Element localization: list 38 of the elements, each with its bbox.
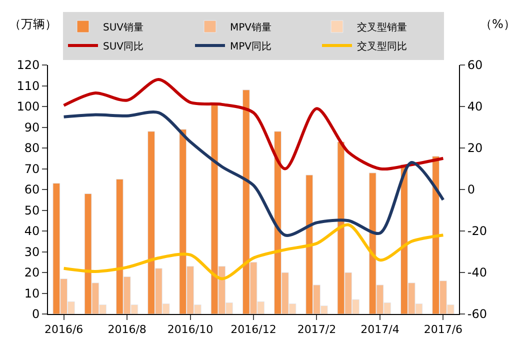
y-tick-label: 50: [24, 203, 40, 218]
y-tick-label: 10: [24, 286, 40, 300]
y-tick-label: 80: [24, 141, 40, 156]
y-axis-title: （万辆）: [9, 17, 57, 31]
legend-label: MPV同比: [230, 40, 272, 52]
y-tick-label: 0: [32, 307, 40, 322]
y2-tick-label: 40: [467, 100, 483, 114]
line-series: [62, 110, 445, 237]
y2-tick-label: -20: [467, 224, 488, 238]
y2-axis-title: （%）: [480, 17, 516, 31]
x-tick-label: 2016/6: [44, 323, 84, 336]
y-tick-label: 70: [24, 162, 40, 176]
y-tick-label: 90: [24, 120, 40, 134]
y2-tick-label: -40: [467, 266, 488, 280]
y2-tick-label: 60: [467, 58, 483, 72]
legend-label: SUV同比: [103, 40, 144, 52]
y-tick-label: 110: [16, 78, 40, 93]
y-tick-label: 100: [16, 100, 40, 114]
x-tick-label: 2017/2: [297, 323, 336, 336]
y2-tick-label: -60: [467, 307, 488, 322]
legend-label: SUV销量: [103, 22, 144, 34]
y-tick-label: 60: [24, 182, 40, 197]
x-tick-label: 2016/12: [230, 323, 276, 336]
y-tick-label: 120: [16, 58, 40, 72]
x-tick-label: 2016/10: [167, 323, 214, 336]
y-tick-label: 20: [24, 266, 40, 280]
legend-label: MPV销量: [230, 22, 272, 34]
x-tick-label: 2016/8: [108, 323, 146, 336]
x-tick-label: 2017/4: [360, 323, 400, 336]
legend-label: 交叉型同比: [357, 40, 407, 52]
y-tick-label: 40: [24, 224, 40, 238]
x-tick-label: 2017/6: [424, 323, 463, 336]
y2-tick-label: 0: [467, 182, 476, 197]
legend-label: 交叉型销量: [357, 21, 407, 34]
y-tick-label: 30: [24, 244, 40, 259]
y2-tick-label: 20: [467, 141, 483, 156]
line-series: [62, 223, 445, 280]
line-series: [62, 78, 445, 170]
